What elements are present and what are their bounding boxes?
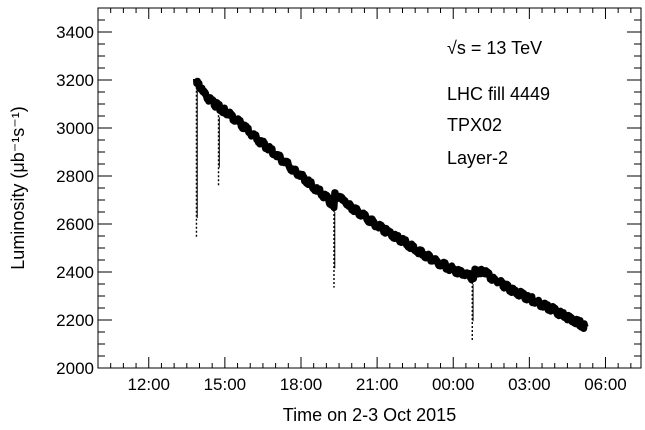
x-tick-label: 12:00 (127, 375, 170, 394)
x-tick-label: 18:00 (280, 375, 323, 394)
text-layer: 2000 2200 2400 2600 2800 3000 3200 3400 12:00 15:… (8, 23, 627, 425)
data-layer (193, 77, 589, 341)
y-tick-label: 2000 (56, 359, 94, 378)
x-tick-label: 00:00 (432, 375, 475, 394)
x-axis-label: Time on 2-3 Oct 2015 (283, 405, 456, 425)
annotation-text: √s = 13 TeV (447, 38, 542, 58)
y-tick-label: 3200 (56, 71, 94, 90)
luminosity-series-line (193, 77, 589, 332)
y-tick-label: 2800 (56, 167, 94, 186)
annotation-text: LHC fill 4449 (447, 84, 550, 104)
x-axis-ticks (110, 8, 632, 368)
x-tick-label: 15:00 (204, 375, 247, 394)
x-tick-label: 03:00 (508, 375, 551, 394)
annotation-text: TPX02 (447, 115, 502, 135)
y-tick-label: 3400 (56, 23, 94, 42)
x-tick-label: 21:00 (356, 375, 399, 394)
x-tick-label: 06:00 (584, 375, 627, 394)
y-tick-label: 2200 (56, 311, 94, 330)
annotation-text: Layer-2 (447, 148, 508, 168)
y-axis-label: Luminosity (μb⁻¹s⁻¹) (8, 106, 28, 269)
y-tick-label: 2600 (56, 215, 94, 234)
y-tick-label: 2400 (56, 263, 94, 282)
y-tick-label: 3000 (56, 119, 94, 138)
y-axis-ticks (98, 7, 641, 369)
